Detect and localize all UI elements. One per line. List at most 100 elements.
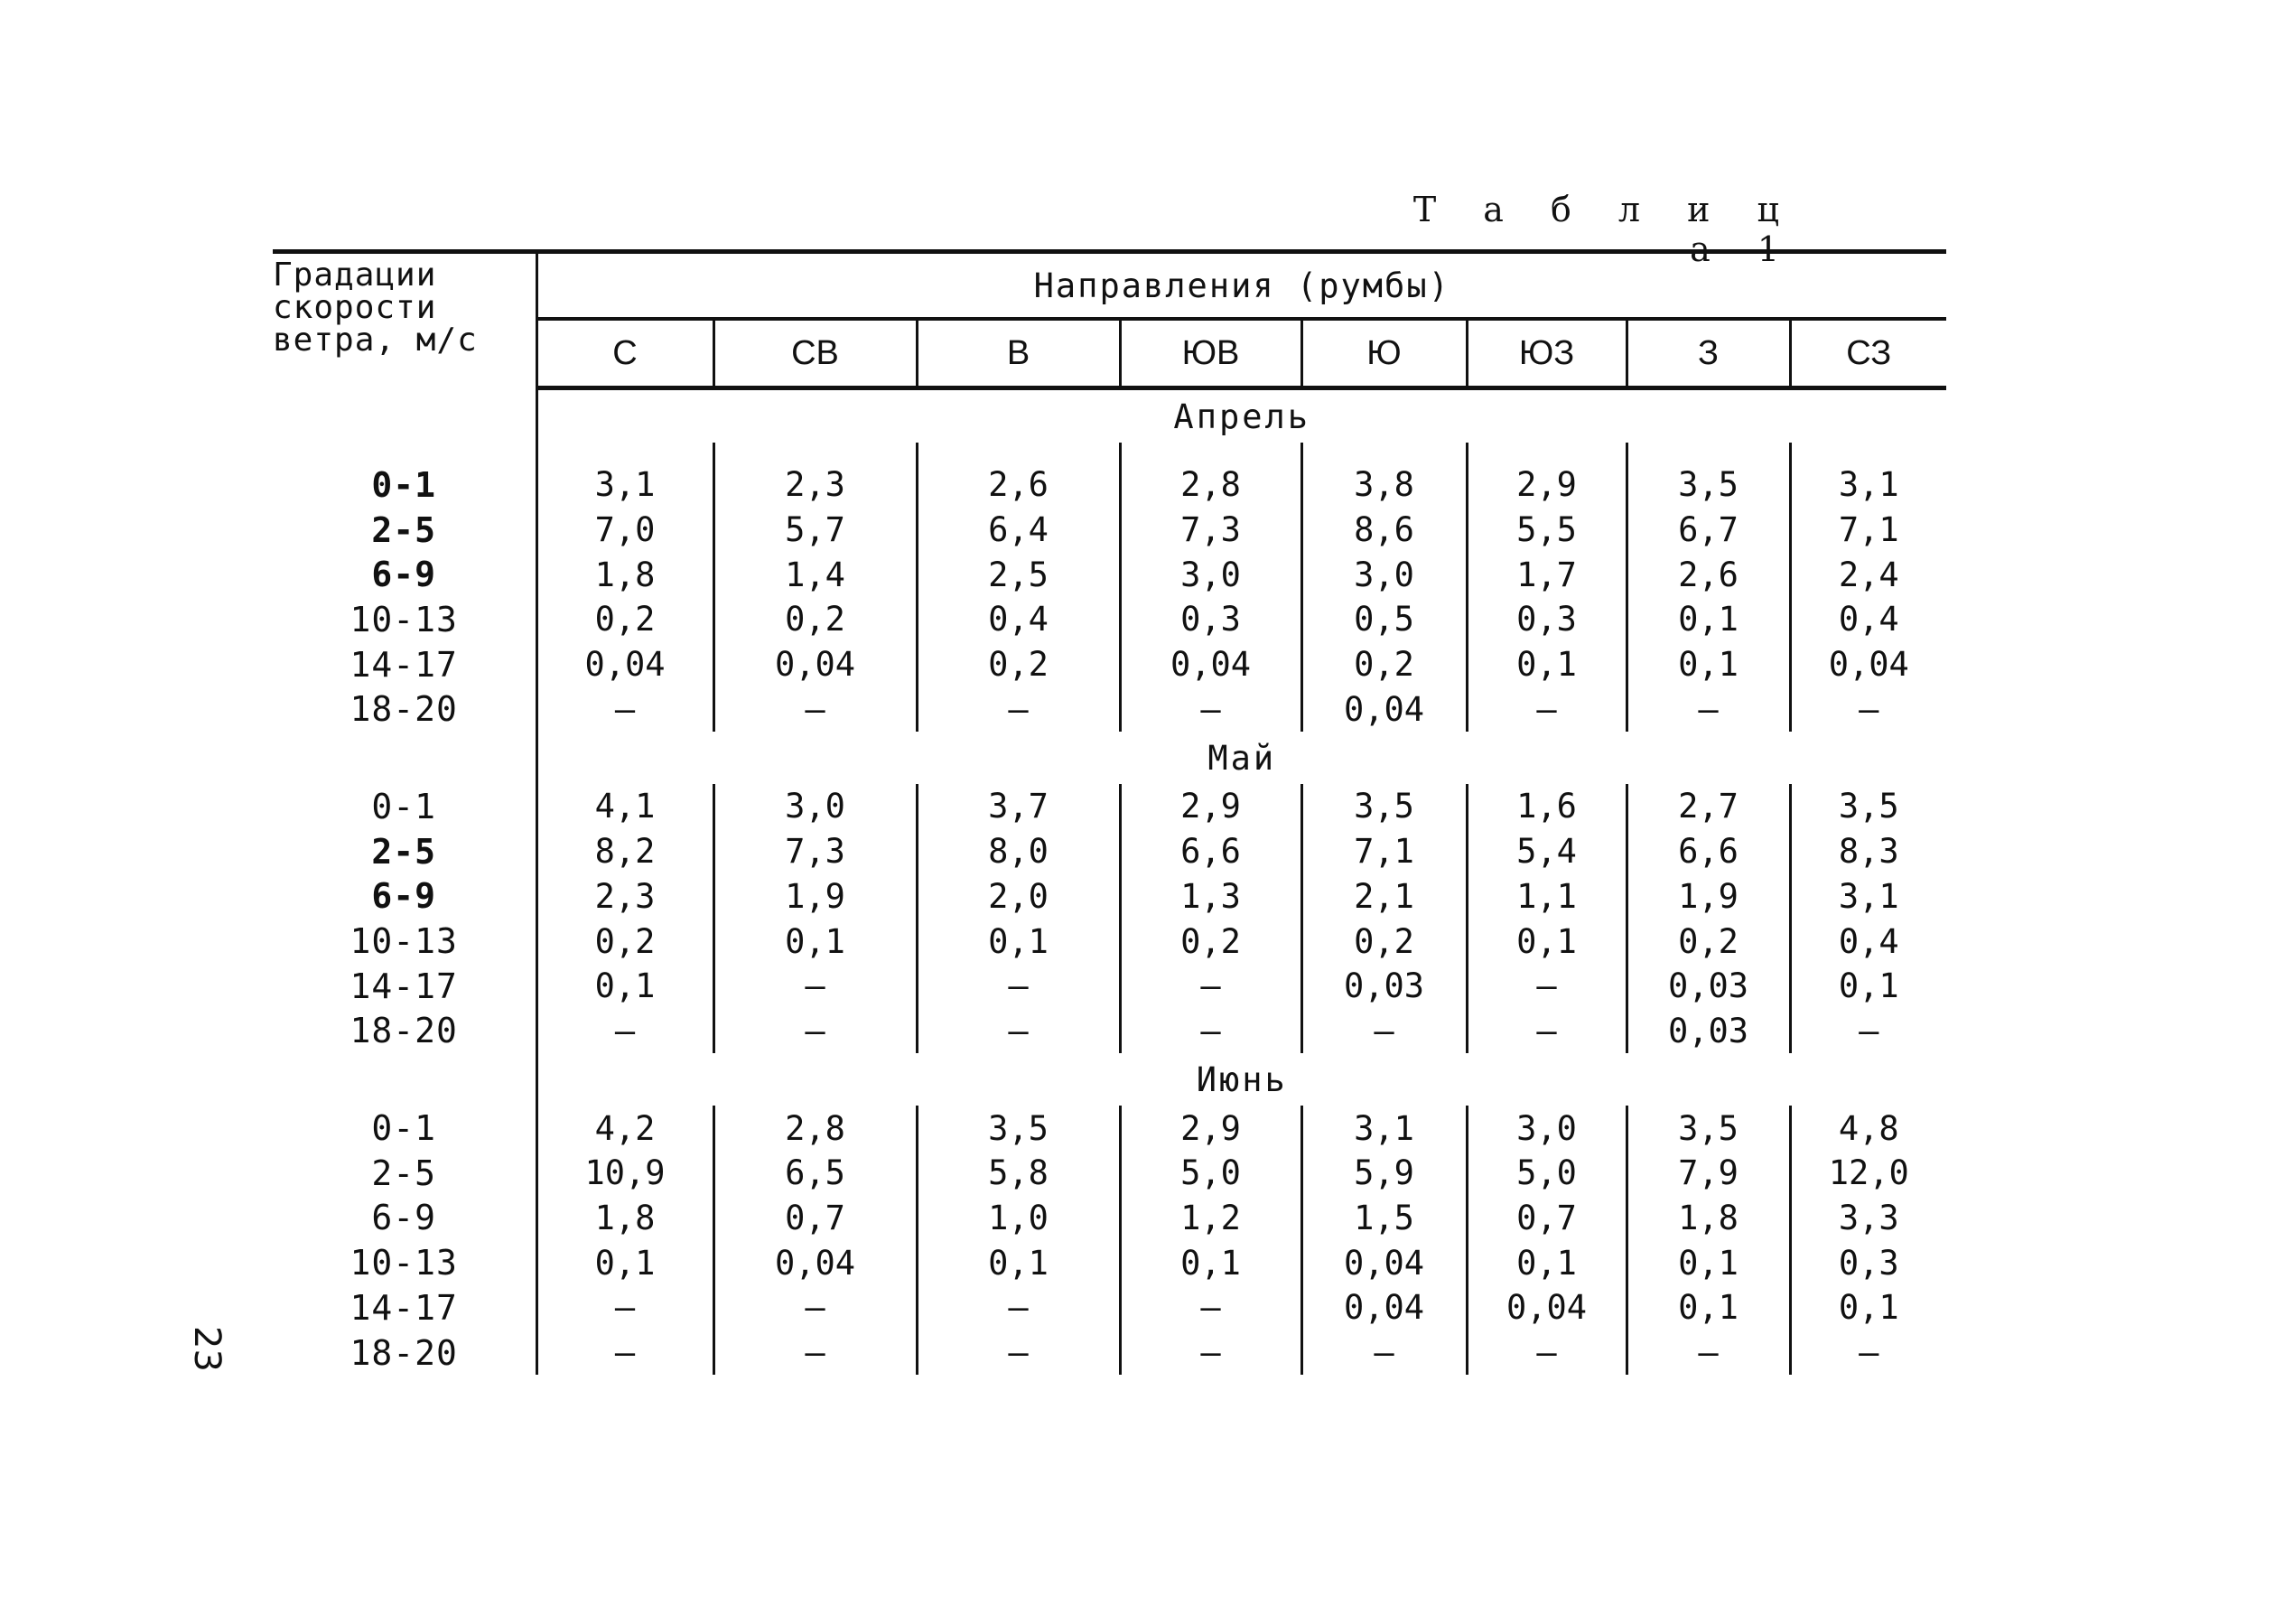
value-cell: 0,1 — [535, 1240, 713, 1285]
value-cell: – — [1300, 1330, 1467, 1376]
value-cell: – — [1465, 963, 1627, 1009]
value-cell: – — [1118, 686, 1301, 733]
table-row: 10-13 0,1 0,04 0,1 0,1 0,04 0,1 0,1 0,3 — [273, 1240, 1946, 1285]
value-cell: 0,2 — [1300, 641, 1467, 687]
value-cell: 0,1 — [1465, 919, 1627, 964]
value-cell: 0,5 — [1300, 597, 1467, 642]
speed-gradation: 14-17 — [350, 966, 458, 1006]
speed-gradation: 2-5 — [371, 831, 437, 872]
table-row: 18-20– – – – – – – – — [273, 1330, 1946, 1376]
value-cell: – — [712, 963, 917, 1009]
direction-header: С — [535, 319, 713, 390]
value-cell: – — [1625, 1330, 1790, 1376]
speed-gradation: 10-13 — [350, 599, 458, 639]
value-cell: 1,9 — [1625, 873, 1790, 919]
empty-cell — [1465, 443, 1627, 462]
value-cell: 6,6 — [1625, 828, 1790, 874]
row-header-line: ветра, м/с — [273, 322, 478, 359]
value-cell: 7,3 — [712, 828, 917, 874]
empty-cell — [273, 1053, 536, 1106]
page-number: 23 — [186, 1326, 228, 1372]
table-row: 2-5 7,0 5,7 6,4 7,3 8,6 5,5 6,7 7,1 — [273, 507, 1946, 553]
table-row: 2-5 8,2 7,3 8,0 6,6 7,1 5,4 6,6 8,3 — [273, 828, 1946, 874]
value-cell: – — [1465, 1330, 1627, 1376]
empty-cell — [1300, 443, 1467, 462]
value-cell: 5,4 — [1465, 828, 1627, 874]
value-cell: 5,0 — [1118, 1150, 1301, 1196]
value-cell: 3,5 — [1300, 784, 1467, 829]
value-cell: 8,0 — [915, 828, 1120, 874]
month-label: Апрель — [535, 387, 1946, 443]
speed-gradation: 14-17 — [350, 644, 458, 685]
value-cell: 3,8 — [1300, 462, 1467, 508]
value-cell: 0,1 — [915, 1240, 1120, 1285]
direction-header: В — [915, 319, 1120, 390]
value-cell: 3,0 — [712, 784, 917, 829]
value-cell: – — [712, 1330, 917, 1376]
value-cell: 8,2 — [535, 828, 713, 874]
value-cell: 10,9 — [535, 1150, 713, 1196]
value-cell: 8,6 — [1300, 507, 1467, 553]
value-cell: – — [1788, 1330, 1946, 1376]
table-row: 18-20– – – – – –0,03– — [273, 1008, 1946, 1054]
value-cell: 1,0 — [915, 1195, 1120, 1241]
value-cell: 2,8 — [712, 1106, 917, 1151]
value-cell: 3,1 — [535, 462, 713, 508]
direction-header: СЗ — [1788, 319, 1946, 390]
value-cell: 1,8 — [535, 552, 713, 598]
value-cell: 0,04 — [1300, 686, 1467, 733]
value-cell: 3,5 — [1788, 784, 1946, 829]
table-row: 6-9 2,3 1,9 2,0 1,3 2,1 1,1 1,9 3,1 — [273, 873, 1946, 919]
value-cell: 3,5 — [915, 1106, 1120, 1151]
value-cell: 0,2 — [712, 597, 917, 642]
value-cell: 0,04 — [1788, 641, 1946, 687]
value-cell: 3,1 — [1788, 462, 1946, 508]
value-cell: 2,9 — [1465, 462, 1627, 508]
value-cell: 2,0 — [915, 873, 1120, 919]
value-cell: 1,4 — [712, 552, 917, 598]
table-row: 0-1 4,1 3,0 3,7 2,9 3,5 1,6 2,7 3,5 — [273, 784, 1946, 829]
value-cell: 12,0 — [1788, 1150, 1946, 1196]
value-cell: 0,04 — [1300, 1285, 1467, 1330]
value-cell: 0,1 — [1625, 1240, 1790, 1285]
value-cell: – — [712, 686, 917, 733]
empty-cell — [1788, 443, 1946, 462]
speed-gradation: 6-9 — [371, 555, 437, 595]
value-cell: – — [1465, 686, 1627, 733]
value-cell: 2,6 — [1625, 552, 1790, 598]
value-cell: – — [535, 1285, 713, 1330]
value-cell: – — [1118, 1330, 1301, 1376]
spacer-row — [273, 443, 1946, 462]
table-row: 6-9 1,8 1,4 2,5 3,0 3,0 1,7 2,6 2,4 — [273, 552, 1946, 598]
value-cell: 3,1 — [1788, 873, 1946, 919]
value-cell: 0,2 — [535, 597, 713, 642]
value-cell: 3,0 — [1118, 552, 1301, 598]
table-row: 14-17 0,1– – –0,03–0,03 0,1 — [273, 963, 1946, 1009]
speed-gradation: 14-17 — [350, 1287, 458, 1328]
value-cell: 0,03 — [1625, 963, 1790, 1009]
value-cell: 0,2 — [535, 919, 713, 964]
empty-cell — [1118, 443, 1301, 462]
table-row: 0-1 4,2 2,8 3,5 2,9 3,1 3,0 3,5 4,8 — [273, 1106, 1946, 1151]
value-cell: 0,7 — [1465, 1195, 1627, 1241]
value-cell: 0,03 — [1300, 963, 1467, 1009]
month-row: Июнь — [273, 1053, 1946, 1106]
speed-gradation: 18-20 — [350, 1332, 458, 1373]
value-cell: 2,3 — [712, 462, 917, 508]
directions-header-row: С СВ В ЮВ Ю ЮЗ З СЗ — [273, 319, 1946, 390]
empty-cell — [273, 732, 536, 784]
value-cell: – — [1625, 686, 1790, 733]
speed-gradation: 0-1 — [371, 786, 437, 826]
value-cell: – — [1118, 1285, 1301, 1330]
value-cell: 0,4 — [915, 597, 1120, 642]
value-cell: 0,2 — [1118, 919, 1301, 964]
value-cell: 0,4 — [1788, 919, 1946, 964]
value-cell: 0,1 — [1788, 963, 1946, 1009]
value-cell: – — [915, 963, 1120, 1009]
table-row: 6-9 1,8 0,7 1,0 1,2 1,5 0,7 1,8 3,3 — [273, 1195, 1946, 1241]
table-row: 10-13 0,2 0,2 0,4 0,3 0,5 0,3 0,1 0,4 — [273, 597, 1946, 642]
value-cell: 0,1 — [535, 963, 713, 1009]
value-cell: 0,3 — [1788, 1240, 1946, 1285]
value-cell: 7,0 — [535, 507, 713, 553]
